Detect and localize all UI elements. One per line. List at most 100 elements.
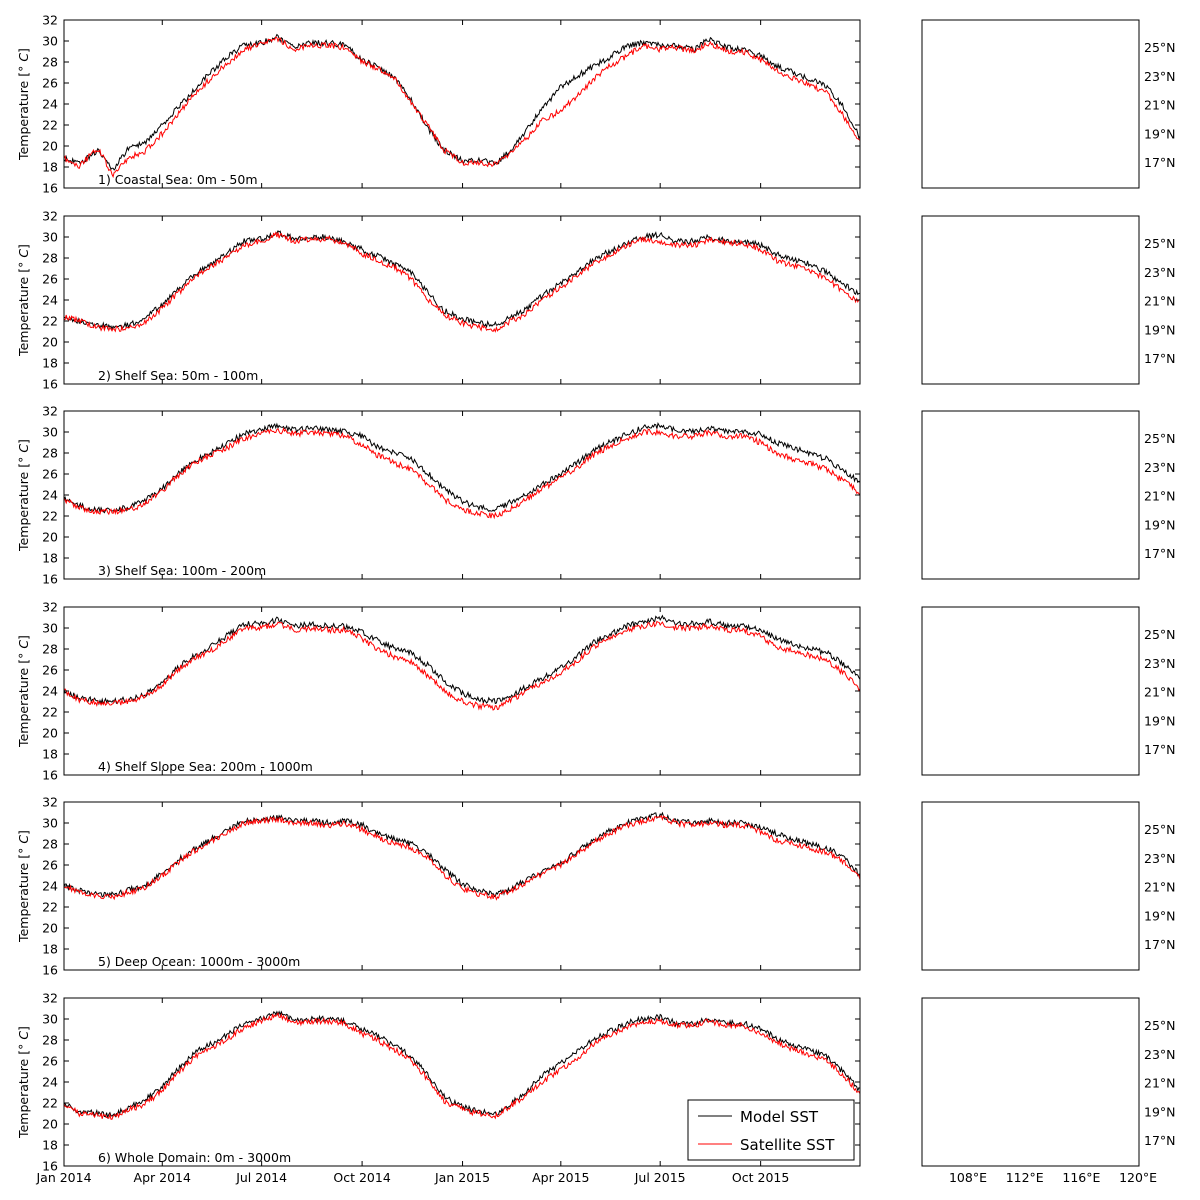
map-region — [940, 50, 1122, 180]
y-tick-label: 20 — [42, 1117, 58, 1132]
x-tick-label: Oct 2015 — [732, 1170, 789, 1185]
y-tick-label: 24 — [42, 879, 58, 894]
map-model-domain — [937, 52, 1136, 180]
y-tick-label: 32 — [42, 991, 58, 1006]
map-land — [922, 20, 1139, 188]
y-tick-label: 22 — [42, 314, 58, 329]
map-lon-label: 116°E — [1062, 1170, 1100, 1185]
y-tick-label: 26 — [42, 858, 58, 873]
map-land — [922, 607, 1139, 775]
map-hainan-island — [974, 515, 1000, 535]
y-tick-label: 30 — [42, 816, 58, 831]
map-lon-label: 112°E — [1006, 1170, 1044, 1185]
model-sst-line — [64, 33, 860, 171]
y-tick-label: 32 — [42, 13, 58, 28]
map-ocean — [922, 20, 1139, 188]
map-model-domain — [937, 248, 1136, 376]
panel-title: 2) Shelf Sea: 50m - 100m — [98, 368, 258, 383]
panel-title: 6) Whole Domain: 0m - 3000m — [98, 1150, 291, 1165]
y-tick-label: 16 — [42, 181, 58, 196]
map-land-luzon — [1128, 912, 1139, 970]
y-tick-label: 26 — [42, 663, 58, 678]
panel-title: 4) Shelf Slope Sea: 200m - 1000m — [98, 759, 313, 774]
satellite-sst-line — [64, 620, 860, 711]
map-model-domain — [937, 834, 1136, 962]
map-lat-label: 25°N — [1144, 40, 1176, 55]
map-ocean — [922, 607, 1139, 775]
y-tick-label: 28 — [42, 251, 58, 266]
y-tick-label: 20 — [42, 921, 58, 936]
y-tick-label: 18 — [42, 747, 58, 762]
y-tick-label: 16 — [42, 768, 58, 783]
map-lat-label: 25°N — [1144, 627, 1176, 642]
map-land-luzon — [1128, 130, 1139, 188]
y-tick-label: 16 — [42, 963, 58, 978]
map-region — [940, 1024, 1136, 1156]
map-frame — [921, 410, 1140, 580]
map-land-luzon — [1128, 521, 1139, 579]
map-lat-label: 23°N — [1144, 851, 1176, 866]
map-lat-label: 25°N — [1144, 236, 1176, 251]
map-lat-label: 23°N — [1144, 265, 1176, 280]
legend: Model SST Satellite SST — [687, 1099, 855, 1161]
map-lat-label: 21°N — [1144, 685, 1176, 700]
y-tick-label: 22 — [42, 705, 58, 720]
y-tick-label: 20 — [42, 335, 58, 350]
y-tick-label: 30 — [42, 425, 58, 440]
model-sst-line — [64, 811, 860, 898]
map-lat-label: 17°N — [1144, 742, 1176, 757]
model-sst-line — [64, 421, 860, 514]
y-axis-label: Temperature [° C] — [16, 48, 31, 161]
map-lat-label: 25°N — [1144, 431, 1176, 446]
map-lat-label: 25°N — [1144, 1018, 1176, 1033]
y-tick-label: 18 — [42, 551, 58, 566]
model-sst-line — [64, 230, 860, 331]
y-tick-label: 32 — [42, 600, 58, 615]
map-lat-label: 17°N — [1144, 155, 1176, 170]
map-model-domain — [937, 443, 1136, 571]
y-axis-label: Temperature [° C] — [16, 830, 31, 943]
map-ocean — [922, 802, 1139, 970]
x-tick-label: Jan 2014 — [35, 1170, 91, 1185]
map-lat-label: 23°N — [1144, 656, 1176, 671]
map-panel-2: 25°N 23°N 21°N 19°N 17°N — [921, 215, 1176, 385]
map-lat-label: 19°N — [1144, 126, 1176, 141]
y-tick-label: 22 — [42, 118, 58, 133]
map-region — [990, 872, 1134, 956]
x-tick-label: Jan 2015 — [434, 1170, 490, 1185]
satellite-sst-line — [64, 427, 860, 520]
y-tick-label: 16 — [42, 377, 58, 392]
x-tick-label: Oct 2014 — [333, 1170, 390, 1185]
map-lat-label: 19°N — [1144, 908, 1176, 923]
y-tick-label: 32 — [42, 209, 58, 224]
panel-1: 16 18 20 22 24 26 28 30 32 Temperature [° C] 1) Co… — [16, 13, 861, 196]
map-frame — [921, 997, 1140, 1167]
y-tick-label: 18 — [42, 160, 58, 175]
y-tick-label: 26 — [42, 467, 58, 482]
map-lat-label: 23°N — [1144, 69, 1176, 84]
map-ocean — [922, 411, 1139, 579]
map-land-luzon — [1128, 717, 1139, 775]
panel-title: 3) Shelf Sea: 100m - 200m — [98, 563, 266, 578]
map-panel-4: 25°N 23°N 21°N 19°N 17°N — [921, 606, 1176, 776]
map-ocean — [922, 998, 1139, 1166]
map-land-luzon — [1128, 326, 1139, 384]
y-axis-label: Temperature [° C] — [16, 1026, 31, 1139]
y-tick-label: 22 — [42, 1096, 58, 1111]
y-tick-label: 18 — [42, 1138, 58, 1153]
y-axis-label: Temperature [° C] — [16, 244, 31, 357]
map-lat-label: 17°N — [1144, 1133, 1176, 1148]
map-region — [986, 675, 1132, 761]
y-tick-label: 28 — [42, 837, 58, 852]
y-tick-label: 20 — [42, 530, 58, 545]
map-frame — [921, 215, 1140, 385]
map-lat-label: 25°N — [1144, 822, 1176, 837]
map-frame — [921, 801, 1140, 971]
y-tick-label: 24 — [42, 293, 58, 308]
x-tick-label: Apr 2015 — [532, 1170, 589, 1185]
panel-5: 16 18 20 22 24 26 28 30 32 Temperature [° C] 5) De… — [16, 795, 861, 978]
map-lat-label: 17°N — [1144, 937, 1176, 952]
y-tick-label: 20 — [42, 726, 58, 741]
map-land-luzon — [1128, 1108, 1139, 1166]
